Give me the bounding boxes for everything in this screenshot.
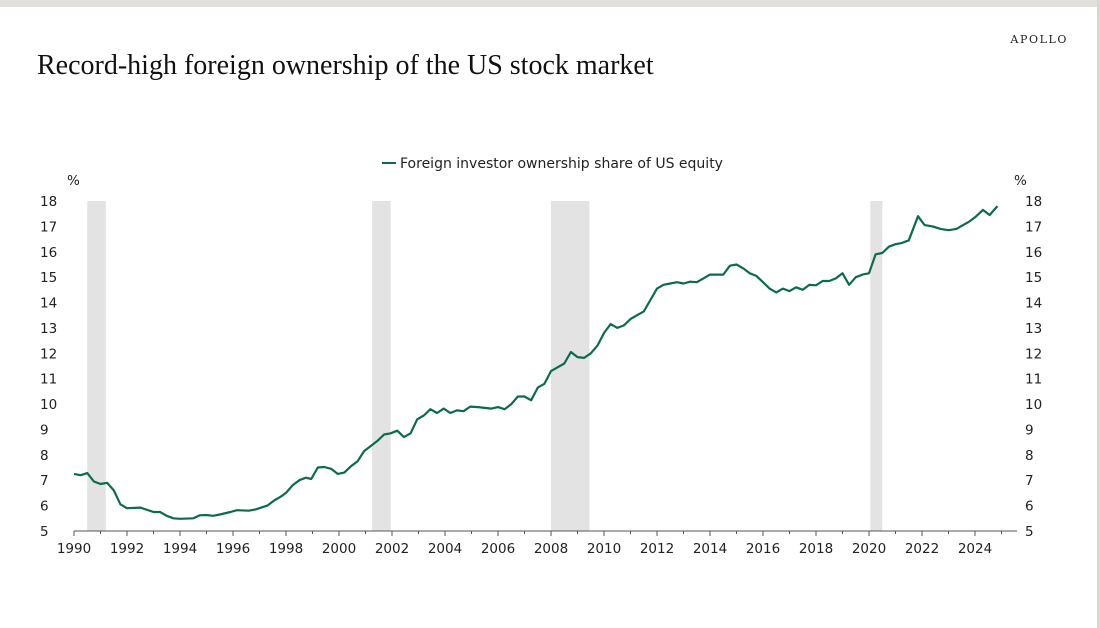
axes	[73, 530, 1017, 536]
y-tick-label-right: 18	[1025, 194, 1042, 210]
recession-band	[87, 201, 106, 531]
x-tick-label: 1992	[110, 541, 144, 557]
y-tick-label-left: 13	[40, 321, 57, 337]
y-tick-label-right: 17	[1025, 219, 1042, 235]
y-tick-label-right: 13	[1025, 321, 1042, 337]
x-tick-label: 2016	[746, 541, 780, 557]
recession-band	[870, 201, 883, 531]
x-tick-label: 2004	[428, 541, 462, 557]
x-tick-label: 2000	[322, 541, 356, 557]
legend-label: Foreign investor ownership share of US e…	[400, 156, 723, 172]
x-tick-label: 1998	[269, 541, 303, 557]
y-tick-label-left: 17	[40, 219, 57, 235]
y-tick-label-right: 5	[1025, 524, 1034, 540]
y-tick-label-left: 15	[40, 270, 57, 286]
y-axis-label-left: %	[67, 173, 80, 189]
y-tick-label-left: 12	[40, 346, 57, 362]
y-tick-label-left: 5	[40, 524, 49, 540]
x-tick-label: 2018	[799, 541, 833, 557]
x-tick-label: 1994	[163, 541, 197, 557]
series-lines	[73, 205, 999, 520]
y-axis-label-right: %	[1014, 173, 1027, 189]
y-tick-label-left: 14	[40, 296, 57, 312]
y-tick-label-right: 7	[1025, 473, 1034, 489]
y-tick-label-right: 9	[1025, 422, 1034, 438]
y-tick-label-left: 9	[40, 422, 49, 438]
recession-bands	[87, 201, 883, 531]
recession-band	[372, 201, 391, 531]
y-tick-label-right: 12	[1025, 346, 1042, 362]
y-tick-label-left: 18	[40, 194, 57, 210]
x-tick-label: 2002	[375, 541, 409, 557]
x-tick-label: 2012	[640, 541, 674, 557]
x-tick-label: 2022	[905, 541, 939, 557]
x-tick-label: 2024	[958, 541, 992, 557]
y-tick-label-left: 8	[40, 448, 49, 464]
brand-logo: APOLLO	[1010, 33, 1068, 46]
y-tick-label-right: 6	[1025, 499, 1034, 515]
x-tick-label: 2006	[481, 541, 515, 557]
series-line	[73, 205, 999, 520]
y-tick-label-left: 6	[40, 499, 49, 515]
x-tick-label: 2010	[587, 541, 621, 557]
x-tick-label: 1996	[216, 541, 250, 557]
y-tick-label-left: 7	[40, 473, 49, 489]
y-tick-label-right: 10	[1025, 397, 1042, 413]
y-tick-label-right: 16	[1025, 245, 1042, 261]
legend: Foreign investor ownership share of US e…	[382, 156, 723, 172]
y-tick-label-left: 11	[40, 372, 57, 388]
y-tick-label-left: 16	[40, 245, 57, 261]
x-tick-label: 2020	[852, 541, 886, 557]
x-tick-label: 2008	[534, 541, 568, 557]
x-tick-label: 1990	[57, 541, 91, 557]
chart-title: Record-high foreign ownership of the US …	[37, 50, 654, 81]
recession-band	[551, 201, 590, 531]
y-tick-label-left: 10	[40, 397, 57, 413]
y-tick-label-right: 11	[1025, 372, 1042, 388]
y-tick-label-right: 14	[1025, 296, 1042, 312]
right-edge	[1097, 0, 1100, 628]
x-tick-label: 2014	[693, 541, 727, 557]
y-tick-label-right: 15	[1025, 270, 1042, 286]
tick-labels: 1990 1992 1994 1996 1998 2000 2002 2004 2006 2008…	[40, 194, 1042, 557]
y-tick-label-right: 8	[1025, 448, 1034, 464]
top-bar	[0, 0, 1100, 7]
